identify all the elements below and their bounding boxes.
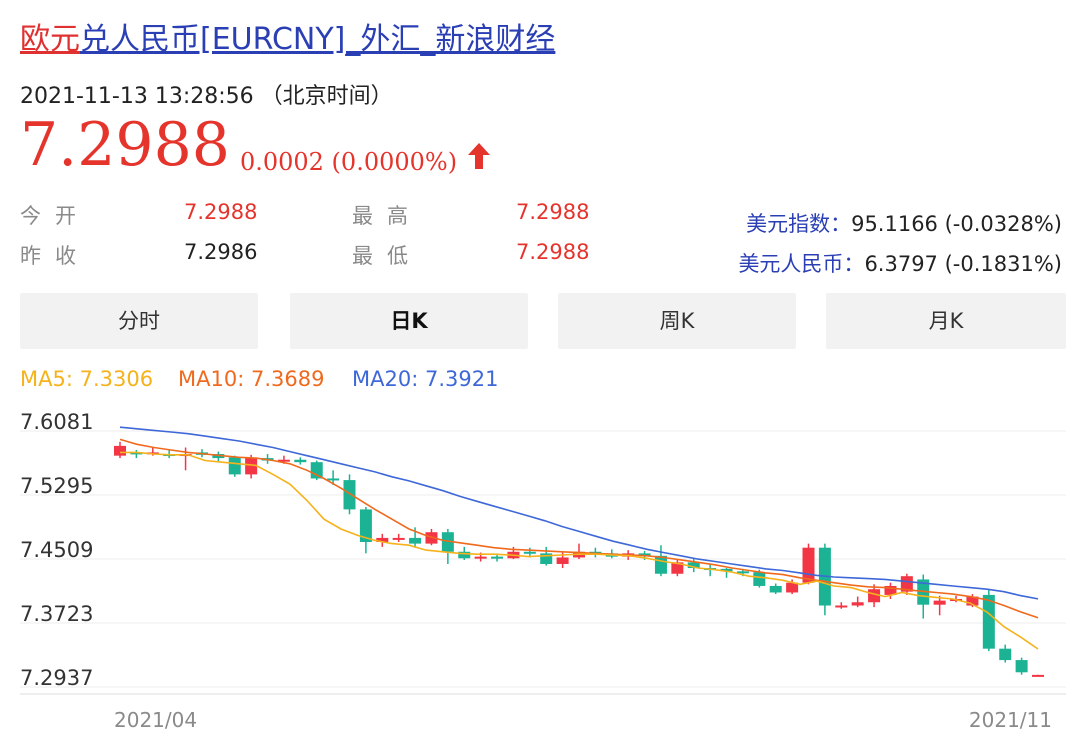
candle-body [114, 445, 126, 456]
y-tick-label: 7.4509 [20, 538, 93, 562]
usd-index: 美元指数：95.1166 (-0.0328%) [746, 208, 1062, 238]
candle-body [687, 562, 700, 569]
candle-body [835, 605, 848, 608]
x-tick-label: 2021/11 [969, 708, 1052, 732]
tab-monthly-k[interactable]: 月K [826, 293, 1066, 349]
candle-body [294, 459, 307, 463]
candle-body [556, 557, 569, 564]
candle-body [769, 585, 782, 593]
candle-body [654, 555, 667, 574]
candle-body [228, 457, 241, 475]
ma10-indicator: MA10: 7.3689 [178, 367, 325, 391]
candle-body [720, 568, 733, 572]
y-tick-label: 7.6081 [20, 410, 93, 434]
y-tick-label: 7.3723 [20, 602, 93, 626]
candle-body [1032, 674, 1044, 677]
candle-body [359, 509, 372, 542]
candle-body [327, 478, 340, 481]
datetime: 2021-11-13 13:28:56 [20, 84, 254, 109]
candle-body [130, 452, 143, 455]
candle-body [933, 600, 946, 605]
y-tick-label: 7.2937 [20, 666, 93, 690]
chart-tabs: 分时 日K 周K 月K [20, 293, 1066, 349]
candle-body [491, 556, 504, 559]
kline-chart[interactable]: 7.6081 7.5295 7.4509 7.3723 7.2937 2021/04 202… [0, 400, 1080, 741]
y-tick-label: 7.5295 [20, 474, 93, 498]
title-link-euro[interactable]: 欧元 [20, 22, 80, 57]
candle-body [900, 576, 913, 592]
candle-body [753, 572, 766, 586]
usdcny-value: 6.3797 (-0.1831%) [864, 252, 1062, 276]
usd-index-value: 95.1166 (-0.0328%) [851, 212, 1062, 236]
candle-body [376, 537, 389, 542]
timezone-label: （北京时间） [260, 84, 393, 109]
candle-body [999, 648, 1012, 661]
candle-body [343, 480, 356, 510]
candle-body [851, 602, 864, 606]
page-title: 欧元兑人民币[EURCNY]_外汇_新浪财经 [20, 18, 555, 62]
usdcny-rate: 美元人民币：6.3797 (-0.1831%) [738, 248, 1062, 278]
candle-body [310, 462, 323, 479]
high-label: 最高 [352, 204, 422, 228]
usd-index-label[interactable]: 美元指数： [746, 212, 852, 236]
ma20-indicator: MA20: 7.3921 [352, 367, 499, 391]
candle-body [802, 547, 815, 583]
candle-body [409, 537, 422, 544]
prev-close-label: 昨收 [20, 244, 90, 268]
low-value: 7.2988 [516, 240, 590, 264]
candle-body [982, 594, 995, 649]
high-value: 7.2988 [516, 200, 590, 224]
candle-body [966, 596, 979, 606]
usdcny-label[interactable]: 美元人民币： [738, 252, 865, 276]
ma5-indicator: MA5: 7.3306 [20, 367, 154, 391]
candle-body [523, 551, 536, 554]
candle-body [671, 562, 684, 574]
tab-weekly-k[interactable]: 周K [558, 293, 796, 349]
tab-intraday[interactable]: 分时 [20, 293, 258, 349]
tab-daily-k[interactable]: 日K [290, 293, 528, 349]
prev-close-value: 7.2986 [184, 240, 258, 264]
low-label: 最低 [352, 244, 422, 268]
candle-body [425, 532, 438, 544]
candle-body [540, 553, 553, 564]
current-price: 7.2988 [20, 110, 230, 180]
candle-body [786, 582, 799, 593]
candle-body [441, 532, 454, 552]
candle-body [638, 553, 651, 556]
candle-body [245, 458, 258, 475]
candle-body [392, 537, 405, 540]
quote-time: 2021-11-13 13:28:56 （北京时间） [20, 78, 393, 110]
ma10-line [119, 438, 1039, 619]
ma5-line [120, 451, 1039, 650]
price-change: 0.0002 (0.0000%) [239, 148, 458, 176]
quote-price-row: 7.2988 0.0002 (0.0000%) [20, 108, 491, 182]
candle-body [458, 551, 471, 559]
title-link-eurcny[interactable]: 兑人民币[EURCNY]_外汇_新浪财经 [80, 22, 556, 57]
candle-body [884, 585, 897, 595]
candle-body [277, 459, 290, 462]
x-tick-label: 2021/04 [114, 708, 197, 732]
candle-body [1015, 660, 1028, 673]
ma20-line [119, 426, 1039, 600]
open-value: 7.2988 [184, 200, 258, 224]
up-arrow-icon [467, 142, 491, 174]
candle-body [474, 556, 487, 559]
candle-body [736, 571, 749, 574]
open-label: 今开 [20, 204, 90, 228]
